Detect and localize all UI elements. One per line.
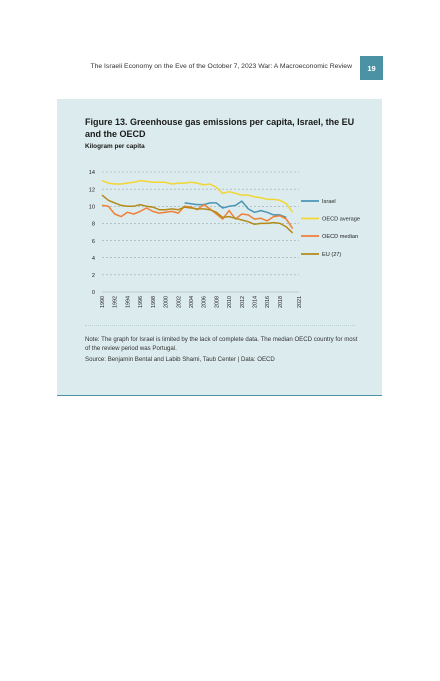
x-tick-label: 1990 <box>100 296 106 308</box>
series-line-oecd-median <box>101 203 294 230</box>
y-tick-label: 6 <box>92 239 95 245</box>
figure-subtitle: Kilogram per capita <box>85 143 145 150</box>
x-tick-label: 2002 <box>176 296 182 308</box>
x-tick-label: 1996 <box>138 296 144 308</box>
x-tick-label: 2004 <box>189 296 195 308</box>
series-line-israel <box>184 200 287 219</box>
series-line-oecd-average <box>101 179 294 213</box>
y-tick-label: 10 <box>89 204 95 210</box>
y-tick-label: 2 <box>92 273 95 279</box>
emissions-line-chart: 0 2 4 6 8 10 12 14 1990 1992 1994 1996 1998 2000 2002 2… <box>89 170 360 308</box>
x-tick-label: 2014 <box>253 296 259 308</box>
x-tick-label: 2016 <box>265 296 271 308</box>
figure-title: Figure 13. Greenhouse gas emissions per … <box>85 117 355 139</box>
legend-label: Israel <box>322 199 336 205</box>
x-tick-label: 2006 <box>202 296 208 308</box>
figure-panel: Figure 13. Greenhouse gas emissions per … <box>57 99 382 395</box>
page-number: 19 <box>360 56 383 80</box>
running-header: The Israeli Economy on the Eve of the Oc… <box>0 56 440 80</box>
y-tick-label: 14 <box>89 170 95 176</box>
x-tick-label: 2010 <box>227 296 233 308</box>
legend-label: EU (27) <box>322 252 341 258</box>
x-tick-label: 2000 <box>164 296 170 308</box>
x-tick-label: 2008 <box>214 296 220 308</box>
figure-bottom-rule <box>57 395 382 396</box>
figure-source: Source: Benjamin Bental and Labib Shami,… <box>85 356 275 363</box>
legend-label: OECD average <box>322 217 360 223</box>
legend-label: OECD median <box>322 234 358 240</box>
y-tick-label: 12 <box>89 187 95 193</box>
y-tick-label: 0 <box>92 290 95 296</box>
x-tick-label: 1994 <box>125 296 131 308</box>
note-divider <box>85 325 355 326</box>
y-tick-label: 8 <box>92 222 95 228</box>
series-line-eu-27- <box>101 194 294 234</box>
x-tick-label: 2012 <box>240 296 246 308</box>
x-tick-label: 2021 <box>297 296 303 308</box>
running-header-title: The Israeli Economy on the Eve of the Oc… <box>90 63 352 70</box>
figure-note: Note: The graph for Israel is limited by… <box>85 336 358 352</box>
y-tick-label: 4 <box>92 256 95 262</box>
x-tick-label: 1992 <box>113 296 119 308</box>
x-tick-label: 2018 <box>278 296 284 308</box>
x-tick-label: 1998 <box>151 296 157 308</box>
